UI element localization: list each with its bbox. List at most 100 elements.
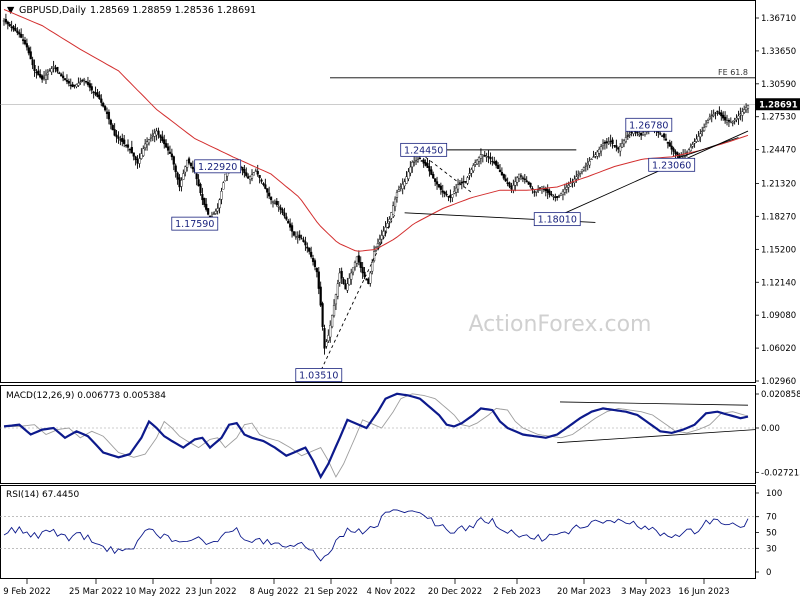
candle-body bbox=[468, 173, 471, 176]
candle-body bbox=[552, 195, 555, 198]
candle-body bbox=[298, 234, 301, 238]
candle-body bbox=[304, 241, 307, 246]
candle-body bbox=[252, 172, 256, 176]
candle-body bbox=[199, 184, 202, 194]
candle-body bbox=[476, 159, 479, 165]
candle-body bbox=[54, 67, 57, 70]
candle-body bbox=[739, 113, 742, 115]
candle-body bbox=[37, 70, 40, 76]
date-axis-label: 25 Mar 2022 bbox=[69, 587, 123, 597]
candle-body bbox=[701, 130, 704, 133]
candle-body bbox=[285, 216, 288, 220]
candle-body bbox=[310, 251, 313, 257]
candle-body bbox=[248, 176, 252, 180]
price-axis-label: 1.02960 bbox=[761, 377, 796, 387]
candle-body bbox=[20, 33, 23, 38]
candle-body bbox=[189, 163, 193, 167]
candle-body bbox=[523, 178, 526, 180]
candle-body bbox=[418, 157, 421, 160]
candle-body bbox=[596, 151, 599, 157]
candle-body bbox=[216, 208, 219, 212]
candle-body bbox=[46, 72, 49, 75]
candle-body bbox=[611, 139, 614, 144]
candle-body bbox=[605, 141, 608, 144]
candle-body bbox=[241, 166, 244, 171]
candle-body bbox=[550, 193, 553, 196]
candle-body bbox=[447, 196, 450, 198]
candle-body bbox=[516, 177, 519, 183]
candle-body bbox=[659, 133, 662, 135]
price-label-text: 1.23060 bbox=[652, 160, 691, 171]
symbol-arrow-icon: ▼ bbox=[7, 5, 15, 16]
candle-body bbox=[287, 220, 290, 224]
candle-body bbox=[332, 305, 336, 316]
candle-body bbox=[670, 145, 673, 150]
candle-body bbox=[695, 138, 698, 142]
candle-body bbox=[626, 135, 629, 137]
candle-body bbox=[533, 191, 536, 193]
candle-body bbox=[718, 112, 721, 115]
macd-layer bbox=[0, 392, 756, 480]
candle-body bbox=[151, 135, 154, 137]
candle-body bbox=[380, 235, 383, 240]
candle-body bbox=[35, 71, 38, 74]
candle-body bbox=[317, 271, 320, 289]
price-axis-label: 1.12140 bbox=[761, 278, 796, 288]
candle-body bbox=[472, 165, 475, 172]
candle-body bbox=[672, 148, 675, 152]
candle-body bbox=[706, 120, 710, 123]
date-axis-label: 8 Aug 2022 bbox=[249, 587, 298, 597]
macd-support-trendline bbox=[557, 429, 756, 444]
candle-body bbox=[157, 130, 160, 135]
candle-body bbox=[25, 43, 28, 48]
rsi-line bbox=[3, 509, 749, 562]
candle-body bbox=[731, 122, 734, 124]
candle-body bbox=[44, 74, 48, 80]
candle-body bbox=[292, 231, 296, 236]
price-axis-label: 1.06020 bbox=[761, 344, 796, 354]
candle-body bbox=[535, 190, 538, 193]
candle-body bbox=[81, 80, 84, 82]
candle-body bbox=[437, 184, 441, 188]
candle-body bbox=[735, 117, 738, 120]
candle-body bbox=[567, 185, 570, 188]
candle-body bbox=[56, 66, 59, 72]
candle-body bbox=[407, 171, 410, 179]
candle-body bbox=[708, 116, 711, 120]
candle-body bbox=[372, 251, 376, 262]
candle-body bbox=[615, 145, 618, 148]
candle-body bbox=[384, 227, 387, 231]
candle-body bbox=[607, 142, 610, 144]
candle-body bbox=[250, 174, 254, 179]
candle-body bbox=[519, 175, 523, 177]
candle-body bbox=[128, 149, 132, 151]
candle-body bbox=[474, 162, 477, 165]
candle-body bbox=[456, 184, 460, 190]
candle-body bbox=[132, 152, 135, 157]
candle-body bbox=[517, 173, 521, 179]
candle-body bbox=[159, 134, 162, 138]
candle-body bbox=[598, 149, 601, 154]
candle-body bbox=[12, 26, 15, 30]
candle-body bbox=[426, 163, 429, 168]
candle-body bbox=[254, 170, 257, 172]
candle-body bbox=[636, 132, 639, 134]
rsi-title: RSI(14) 67.4450 bbox=[6, 490, 79, 500]
candle-body bbox=[628, 134, 631, 136]
candle-body bbox=[334, 294, 338, 305]
candle-body bbox=[350, 272, 353, 280]
candle-body bbox=[619, 146, 622, 152]
candle-body bbox=[71, 84, 74, 88]
candle-body bbox=[115, 134, 118, 138]
candle-body bbox=[195, 173, 198, 180]
candle-body bbox=[722, 114, 725, 119]
rsi-axis-label: 0 bbox=[766, 568, 771, 578]
candle-body bbox=[245, 172, 248, 176]
candle-body bbox=[603, 141, 607, 144]
price-label-box bbox=[171, 216, 219, 231]
candle-body bbox=[142, 148, 145, 156]
candle-body bbox=[63, 78, 67, 80]
candle-body bbox=[174, 165, 177, 173]
candle-body bbox=[144, 143, 147, 149]
